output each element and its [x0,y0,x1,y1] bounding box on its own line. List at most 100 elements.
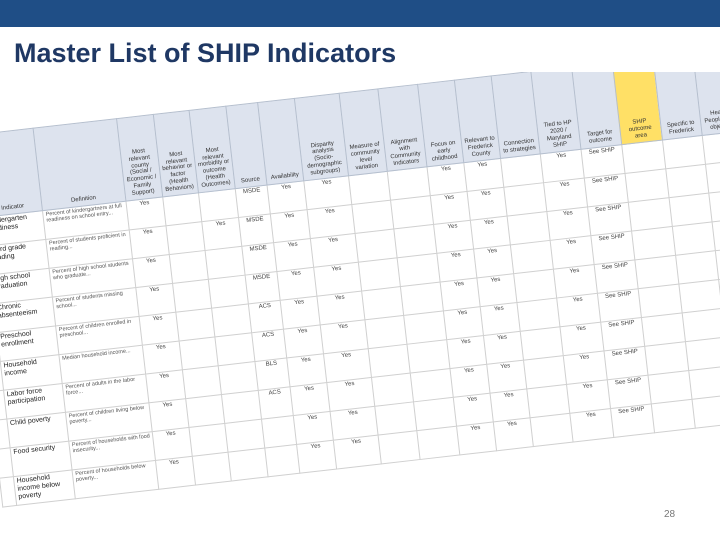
table-cell: Yes [486,360,527,394]
table-cell [371,373,414,407]
table-cell: Yes [450,364,490,398]
table-cell: Yes [553,264,598,298]
table-cell [678,279,720,313]
table-cell: Yes [547,206,591,241]
table-cell: MSDE [244,271,281,304]
table-cell: Yes [283,324,324,358]
table-cell [665,164,710,198]
table-cell [374,401,417,436]
table-cell: Yes [456,421,497,455]
table-cell: ACS [251,329,288,362]
table-cell [218,361,259,395]
table-cell: See SHIP [581,144,625,179]
table-cell: Yes [333,435,382,469]
table-cell [651,399,695,433]
table-cell [386,166,431,201]
table-cell: Yes [463,158,504,192]
table-cell [705,159,720,194]
table-cell: Yes [570,408,614,443]
table-cell [348,171,391,205]
table-cell: Yes [427,162,468,196]
table-cell [406,339,451,374]
table-cell [500,153,544,188]
table-cell: Yes [277,267,317,301]
table-cell [413,397,457,431]
table-cell: Yes [550,235,595,270]
table-cell: See SHIP [607,375,652,409]
table-cell [691,394,720,429]
table-cell: Yes [142,341,182,375]
table-cell [393,224,438,258]
table-cell: Yes [480,302,520,336]
table-cell [358,257,400,292]
table-cell [361,286,404,320]
table-cell: Yes [473,244,514,278]
table-cell: Yes [270,209,311,243]
table-cell [264,444,301,477]
table-cell: MSDE [241,242,278,276]
table-cell: Yes [443,306,484,340]
table-cell [351,200,394,234]
column-header: Specific to Frederick [652,72,703,141]
table-cell [191,452,232,486]
table-cell [647,370,692,404]
table-cell [634,255,679,289]
table-cell [364,315,407,349]
column-header: Definition [33,118,126,211]
slide-title: Master List of SHIP Indicators [14,38,397,68]
table-cell [526,384,571,418]
table-cell [519,326,564,361]
table-cell [506,211,551,245]
table-cell [409,368,454,402]
table-cell: BLS [254,357,291,391]
table-cell: ACS [258,386,294,420]
table-cell [224,419,265,453]
table-cell: Yes [476,273,517,307]
table-cell: Yes [296,440,337,474]
table-cell: Yes [201,217,242,251]
table-cell [396,253,441,287]
table-cell: See SHIP [587,202,632,236]
table-cell [503,182,548,217]
table-cell: Yes [135,283,176,317]
table-cell [631,226,676,260]
table-cell [702,130,720,165]
table-cell: See SHIP [597,288,642,323]
table-cell [205,246,245,280]
table-cell: Yes [132,254,173,288]
table-cell: Yes [493,417,533,451]
table-cell: Yes [430,191,471,225]
table-cell: Yes [267,180,308,214]
table-cell [175,308,216,342]
table-cell [390,195,434,230]
table-cell: See SHIP [604,346,648,380]
top-accent-bar [0,0,720,27]
table-cell: See SHIP [594,259,638,294]
table-cell: Yes [557,293,601,327]
page-number: 28 [664,509,676,520]
table-cell [208,275,249,309]
table-cell: Yes [293,411,334,445]
table-cell: Yes [543,178,588,212]
table-cell [509,240,554,274]
table-cell: Yes [566,379,611,414]
table-cell [403,310,448,345]
table-cell [668,193,713,227]
table-cell [185,394,225,428]
table-cell [165,221,206,255]
table-cell: Yes [447,335,487,369]
table-cell [641,312,686,347]
table-cell [416,426,461,460]
table-cell: Yes [433,220,474,254]
table-cell [178,336,219,370]
table-cell: Yes [470,216,510,250]
table-cell: See SHIP [610,403,655,438]
table-cell: MSDE [238,213,274,247]
table-cell [221,390,262,424]
table-cell: Yes [280,296,321,330]
table-cell: MSDE [235,185,271,218]
table-cell [188,423,229,457]
table-cell [671,221,716,256]
table-cell: Yes [148,398,189,432]
